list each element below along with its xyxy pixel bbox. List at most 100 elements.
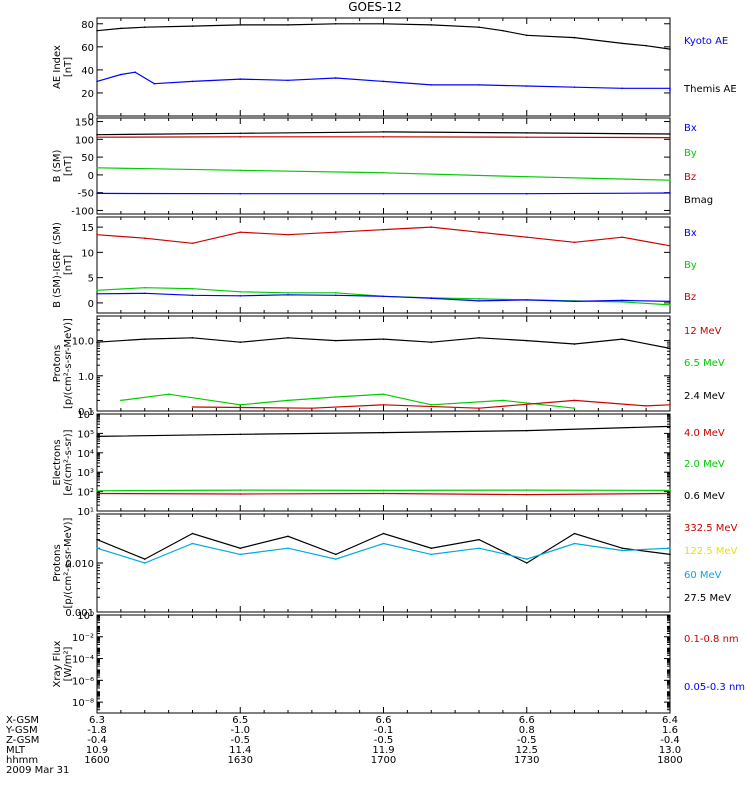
data-point: [143, 237, 146, 240]
data-point: [430, 84, 433, 86]
y-tick-label: -100: [71, 206, 94, 217]
xaxis-row-value: 13.0: [659, 745, 681, 756]
data-point: [191, 287, 194, 290]
y-tick-label: 10²: [77, 488, 94, 499]
legend-entry: 12 MeV: [684, 326, 722, 337]
y-axis-unit: [p/(cm²-s-sr-MeV)]: [63, 318, 74, 409]
legend-entry: 0.1-0.8 nm: [684, 634, 739, 645]
data-point: [96, 435, 98, 438]
data-point: [669, 87, 671, 90]
legend-entry: 27.5 MeV: [684, 593, 731, 604]
data-point: [525, 132, 528, 134]
data-point: [239, 136, 242, 138]
data-point: [191, 242, 194, 245]
series-line: [96, 23, 671, 50]
y-tick-label: 5: [88, 274, 94, 285]
xaxis-row-value: -1.8: [87, 725, 107, 736]
legend-entry: 6.5 MeV: [684, 358, 725, 369]
data-point: [382, 136, 385, 138]
data-point: [143, 558, 146, 560]
y-tick-label: 10: [81, 248, 94, 259]
legend-entry: 2.4 MeV: [684, 391, 725, 402]
xaxis-row-value: -1.0: [230, 725, 250, 736]
data-point: [430, 226, 433, 228]
xaxis-row-value: 1600: [84, 755, 109, 766]
data-point: [239, 290, 242, 293]
data-point: [334, 396, 337, 398]
legend-entry: 4.0 MeV: [684, 428, 725, 439]
data-point: [382, 192, 385, 195]
data-point: [239, 169, 242, 172]
data-point: [525, 339, 528, 342]
y-tick-label: 50: [81, 153, 94, 164]
xaxis-row-value: 1730: [514, 755, 539, 766]
data-point: [573, 36, 576, 39]
data-point: [573, 407, 576, 410]
data-point: [334, 339, 337, 342]
data-point: [334, 558, 337, 560]
series-line: [96, 542, 671, 564]
xaxis-row-value: -0.4: [660, 735, 680, 746]
data-point: [382, 489, 385, 492]
data-point: [239, 404, 242, 406]
data-point: [96, 136, 98, 138]
data-point: [525, 85, 528, 87]
xaxis-row-value: 1630: [228, 755, 253, 766]
data-point: [669, 553, 671, 556]
data-point: [167, 393, 170, 396]
y-tick-label: 10⁻⁶: [72, 676, 94, 687]
xaxis-row-value: 11.9: [372, 745, 394, 756]
data-point: [430, 24, 433, 26]
xaxis-row-value: -0.5: [374, 735, 394, 746]
data-point: [478, 84, 480, 86]
data-point: [382, 171, 385, 174]
data-point: [669, 304, 671, 306]
data-point: [525, 429, 528, 432]
data-point: [502, 399, 504, 402]
legend-entry: Bmag: [684, 195, 713, 206]
data-point: [143, 26, 146, 29]
data-point: [669, 136, 671, 139]
panel-frame: [96, 216, 671, 314]
legend-entry: 332.5 MeV: [684, 523, 738, 534]
data-point: [669, 404, 671, 406]
data-point: [96, 29, 98, 32]
legend-entry: Bz: [684, 172, 696, 183]
y-axis-unit: [nT]: [63, 57, 74, 77]
xaxis-row-value: 10.9: [86, 745, 108, 756]
series-line: [96, 292, 671, 303]
y-tick-label: 0.1: [78, 407, 94, 418]
data-point: [334, 77, 337, 79]
data-point: [239, 553, 242, 556]
data-point: [239, 493, 242, 495]
y-tick-label: 0.001: [65, 608, 94, 619]
data-point: [287, 233, 289, 236]
y-tick-label: 40: [81, 66, 94, 77]
data-point: [621, 547, 624, 550]
data-point: [430, 297, 433, 300]
data-point: [96, 166, 98, 169]
xaxis-row-value: 6.5: [232, 715, 248, 726]
data-point: [382, 22, 385, 25]
y-tick-label: 10⁻⁸: [72, 698, 94, 709]
data-point: [287, 79, 289, 82]
xaxis-row-label: X-GSM: [6, 715, 39, 726]
xaxis-date: 2009 Mar 31: [6, 765, 69, 776]
data-point: [382, 80, 385, 83]
data-point: [96, 341, 98, 344]
page-title: GOES-12: [348, 0, 402, 14]
data-point: [525, 558, 528, 560]
data-point: [669, 48, 671, 50]
y-axis-unit: [W/m²]: [63, 646, 74, 681]
data-point: [669, 547, 671, 550]
data-point: [143, 338, 146, 340]
data-point: [478, 26, 480, 29]
legend-entry: Bz: [684, 292, 696, 303]
data-point: [96, 80, 98, 83]
data-point: [573, 241, 576, 244]
data-point: [669, 89, 671, 92]
data-point: [239, 192, 242, 195]
data-point: [478, 547, 480, 550]
y-axis-unit: [nT]: [63, 255, 74, 275]
data-point: [525, 493, 528, 496]
